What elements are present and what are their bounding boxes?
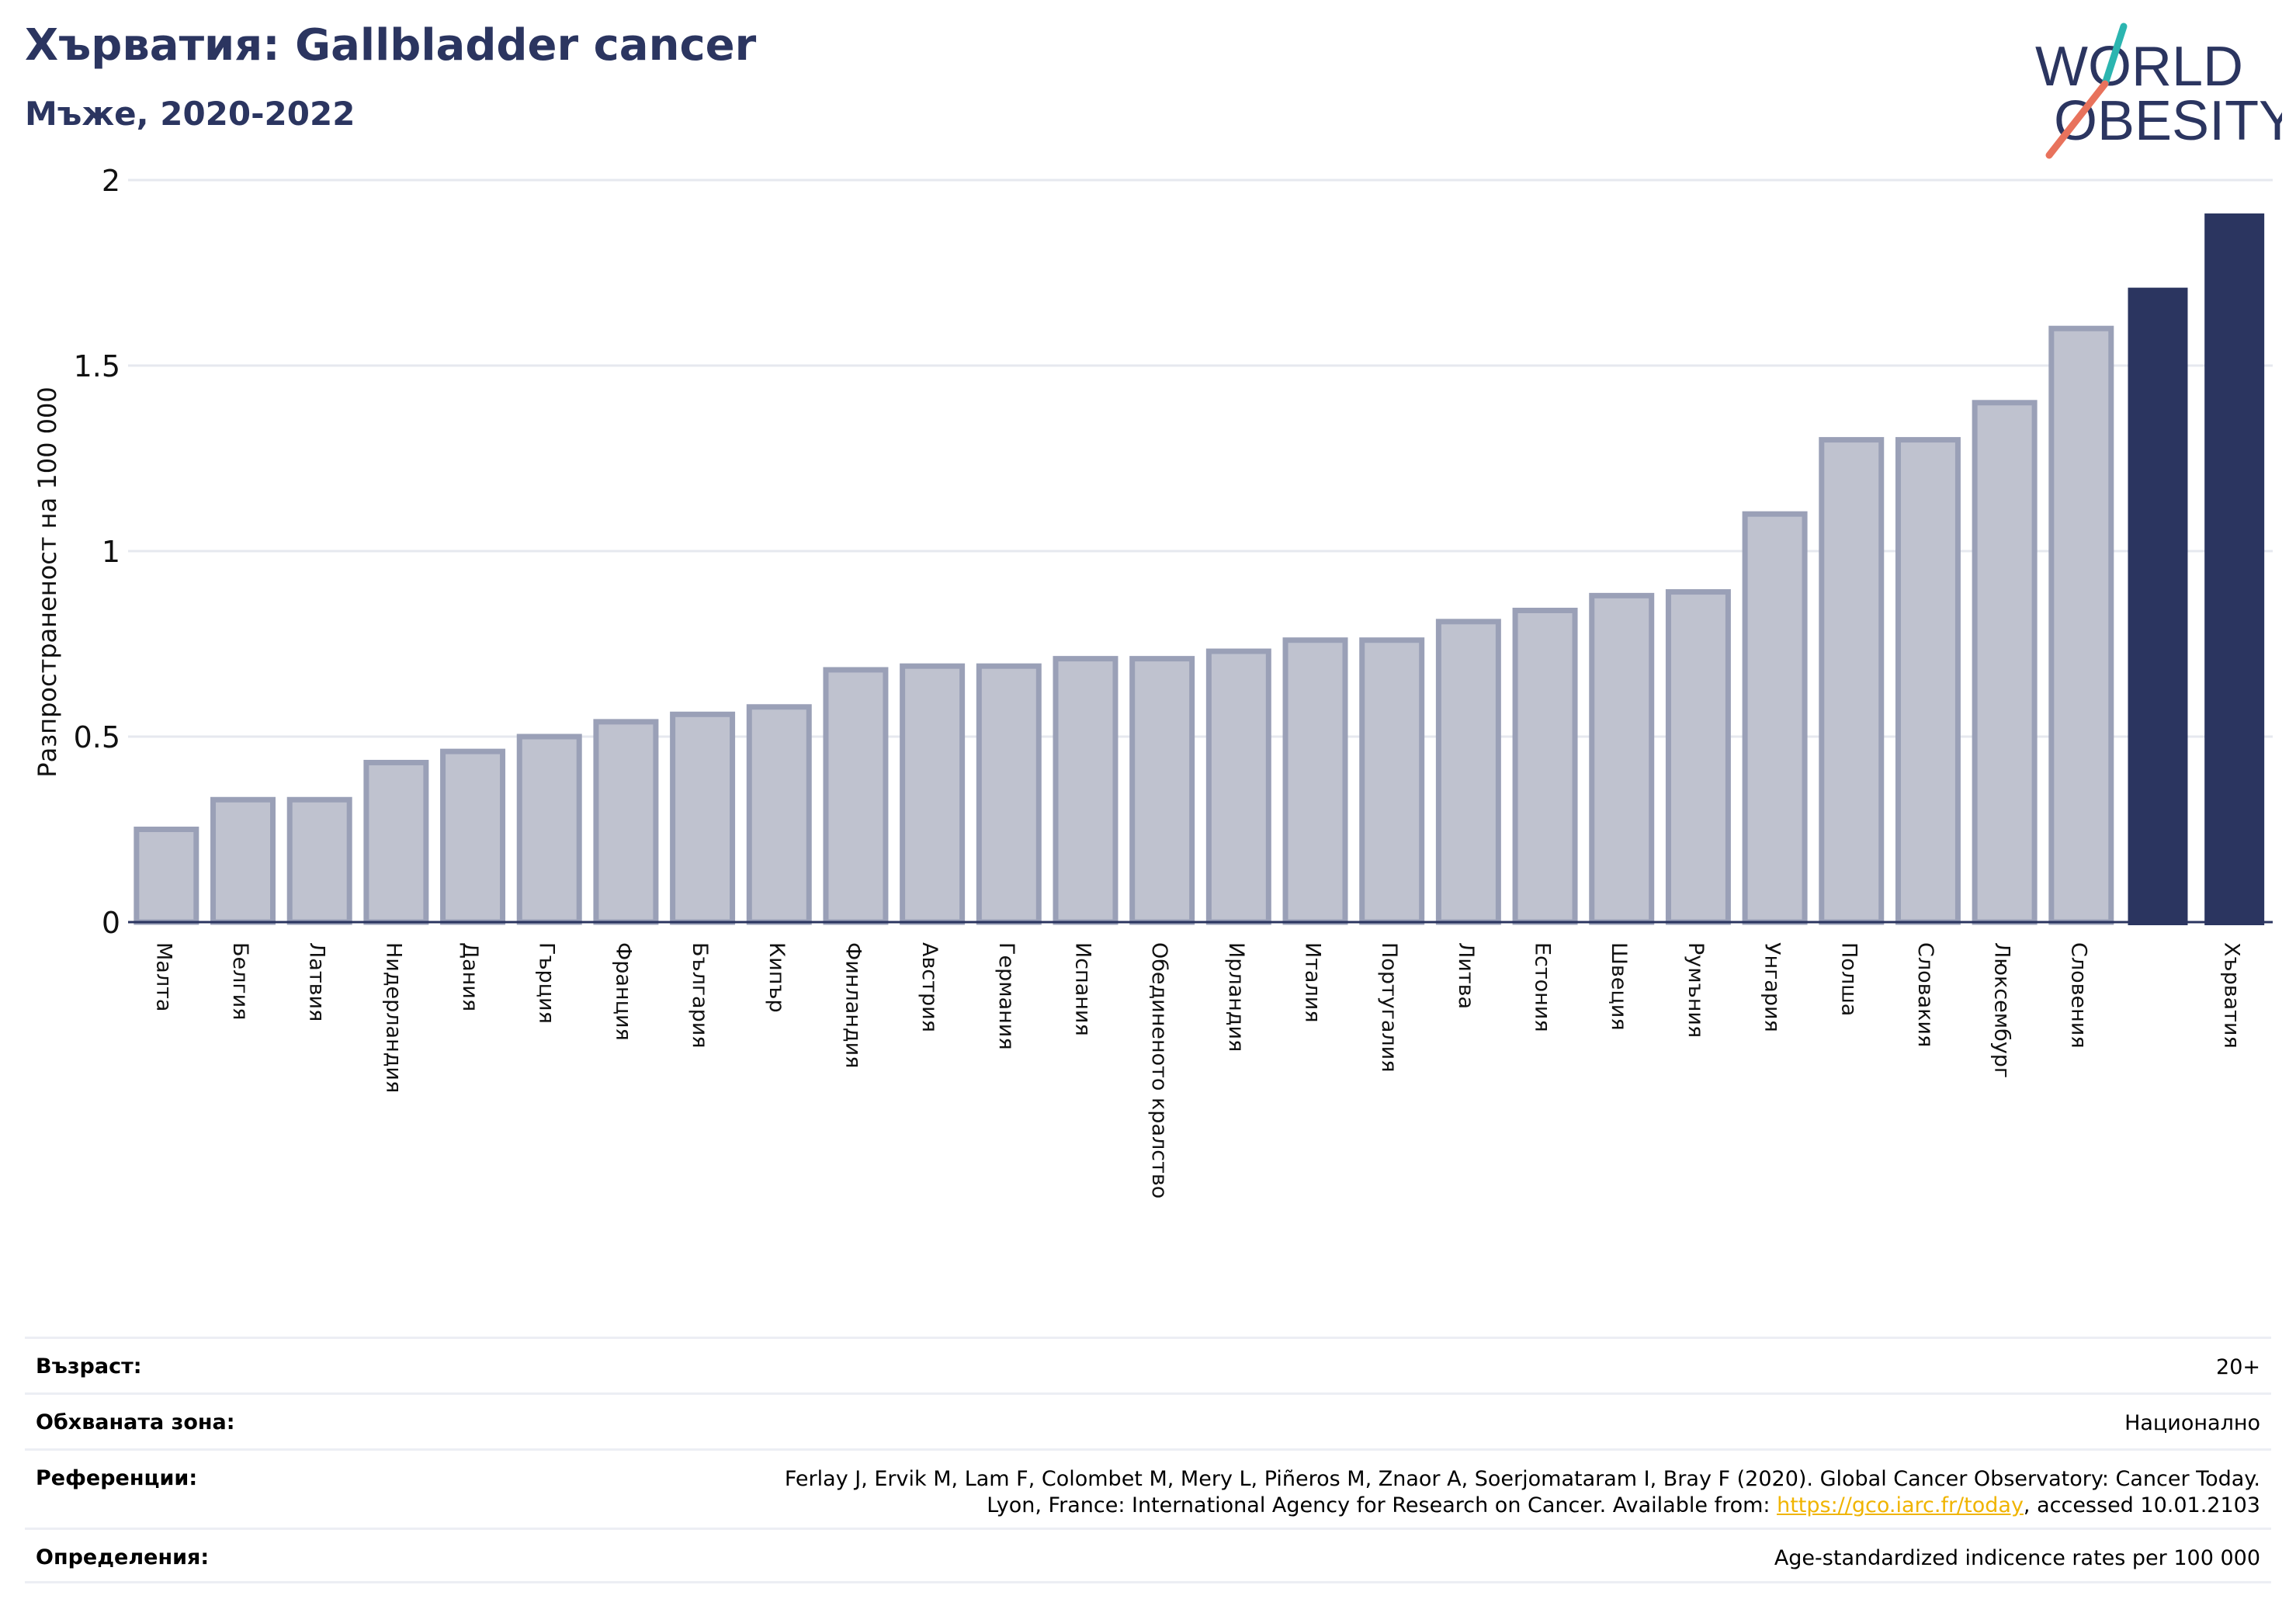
y-tick-label: 0 bbox=[102, 906, 120, 940]
x-tick-label: Италия bbox=[1301, 942, 1325, 1023]
meta-row-age: Възраст: 20+ bbox=[25, 1337, 2271, 1392]
bar bbox=[670, 711, 736, 925]
logo-slash-top bbox=[2101, 23, 2128, 88]
bar bbox=[134, 827, 199, 925]
x-tick-label: Белгия bbox=[228, 942, 252, 1020]
bar bbox=[746, 704, 812, 925]
x-tick-label: Словения bbox=[2066, 942, 2090, 1049]
x-tick-label: Германия bbox=[994, 942, 1018, 1050]
bar bbox=[286, 796, 352, 925]
references-line-1: Ferlay J, Ervik M, Lam F, Colombet M, Me… bbox=[784, 1467, 2260, 1491]
meta-row-definitions: Определения: Age-standardized indicence … bbox=[25, 1528, 2271, 1583]
bar bbox=[1359, 637, 1425, 925]
x-tick-label: Португалия bbox=[1377, 942, 1401, 1072]
bar bbox=[1282, 637, 1348, 925]
bar bbox=[1895, 437, 1961, 925]
label-layer: 0 0.5 1 1.5 2 Разпространеност на 100 000 Малт… bbox=[33, 164, 2244, 1198]
x-tick-label: Малта bbox=[151, 942, 175, 1011]
x-tick-label: България bbox=[688, 942, 712, 1049]
bar bbox=[976, 663, 1042, 925]
area-value: Национално bbox=[2124, 1411, 2260, 1435]
world-obesity-logo: WORLD OBESITY bbox=[2035, 23, 2282, 159]
x-tick-label: Кипър bbox=[765, 942, 789, 1013]
bar bbox=[1742, 511, 1808, 925]
definitions-value: Age-standardized indicence rates per 100… bbox=[1774, 1546, 2260, 1570]
bar bbox=[900, 663, 966, 925]
bar bbox=[1665, 589, 1731, 925]
x-tick-label: Дания bbox=[458, 942, 482, 1011]
references-line-2-suffix: , accessed 10.01.2103 bbox=[2023, 1493, 2260, 1517]
bar bbox=[2048, 325, 2114, 925]
x-tick-label: Латвия bbox=[305, 942, 329, 1021]
x-tick-label: Хърватия bbox=[2220, 942, 2244, 1049]
x-tick-label: Литва bbox=[1454, 942, 1478, 1009]
area-label: Обхваната зона: bbox=[36, 1410, 235, 1434]
bar bbox=[1819, 437, 1885, 925]
y-tick-label: 0.5 bbox=[74, 720, 120, 754]
x-tick-label: Полша bbox=[1836, 942, 1861, 1016]
x-tick-label: Австрия bbox=[917, 942, 942, 1032]
bar bbox=[1053, 656, 1119, 925]
x-tick-label: Испания bbox=[1070, 942, 1094, 1036]
x-tick-label: Финландия bbox=[841, 942, 865, 1068]
bar bbox=[440, 748, 506, 925]
x-tick-label: Ирландия bbox=[1224, 942, 1248, 1052]
bar bbox=[1435, 619, 1501, 925]
meta-row-references: Референции: Ferlay J, Ervik M, Lam F, Co… bbox=[25, 1448, 2271, 1528]
x-tick-label: Гърция bbox=[535, 942, 559, 1024]
bar bbox=[363, 759, 429, 925]
metadata-table: Възраст: 20+ Обхваната зона: Национално … bbox=[25, 1337, 2271, 1583]
y-tick-label: 1 bbox=[102, 535, 120, 569]
x-tick-label: Естония bbox=[1531, 942, 1555, 1032]
bar bbox=[1972, 400, 2038, 925]
references-value: Ferlay J, Ervik M, Lam F, Colombet M, Me… bbox=[785, 1451, 2260, 1519]
x-tick-label: Румъния bbox=[1684, 942, 1708, 1038]
bar bbox=[593, 719, 659, 925]
x-tick-label: Унгария bbox=[1760, 942, 1784, 1032]
bar bbox=[516, 733, 582, 925]
logo-line-1: WORLD bbox=[2035, 36, 2243, 98]
age-label: Възраст: bbox=[36, 1354, 142, 1379]
x-tick-label: Словакия bbox=[1913, 942, 1937, 1047]
bar bbox=[1512, 607, 1578, 925]
logo-slash-bottom bbox=[2045, 80, 2109, 159]
x-tick-label: Люксембург bbox=[1990, 942, 2014, 1078]
y-tick-label: 2 bbox=[102, 164, 120, 198]
x-tick-label: Швеция bbox=[1607, 942, 1631, 1031]
bar bbox=[210, 796, 276, 925]
age-value: 20+ bbox=[2216, 1355, 2260, 1379]
bar bbox=[2204, 213, 2265, 925]
page-title: Хърватия: Gallbladder cancer bbox=[25, 20, 757, 71]
y-tick-label: 1.5 bbox=[74, 349, 120, 383]
references-label: Референции: bbox=[36, 1466, 198, 1490]
definitions-label: Определения: bbox=[36, 1545, 210, 1569]
bar bbox=[1205, 648, 1271, 925]
x-tick-label: Франция bbox=[611, 942, 635, 1041]
bar bbox=[823, 667, 889, 925]
bar-layer bbox=[134, 213, 2265, 925]
bar-chart: 0 0.5 1 1.5 2 Разпространеност на 100 000 Малт… bbox=[33, 164, 2273, 1198]
page-subtitle: Мъже, 2020-2022 bbox=[25, 95, 355, 133]
references-line-2-prefix: Lyon, France: International Agency for R… bbox=[987, 1493, 1777, 1517]
references-link[interactable]: https://gco.iarc.fr/today bbox=[1777, 1493, 2024, 1517]
x-tick-label: Обединеното кралство bbox=[1147, 942, 1171, 1198]
y-axis-label: Разпространеност на 100 000 bbox=[33, 387, 62, 777]
x-tick-label: Нидерландия bbox=[381, 942, 405, 1093]
bar bbox=[1589, 592, 1655, 925]
meta-row-area: Обхваната зона: Национално bbox=[25, 1392, 2271, 1448]
bar bbox=[1129, 656, 1195, 925]
bar bbox=[2128, 287, 2188, 925]
